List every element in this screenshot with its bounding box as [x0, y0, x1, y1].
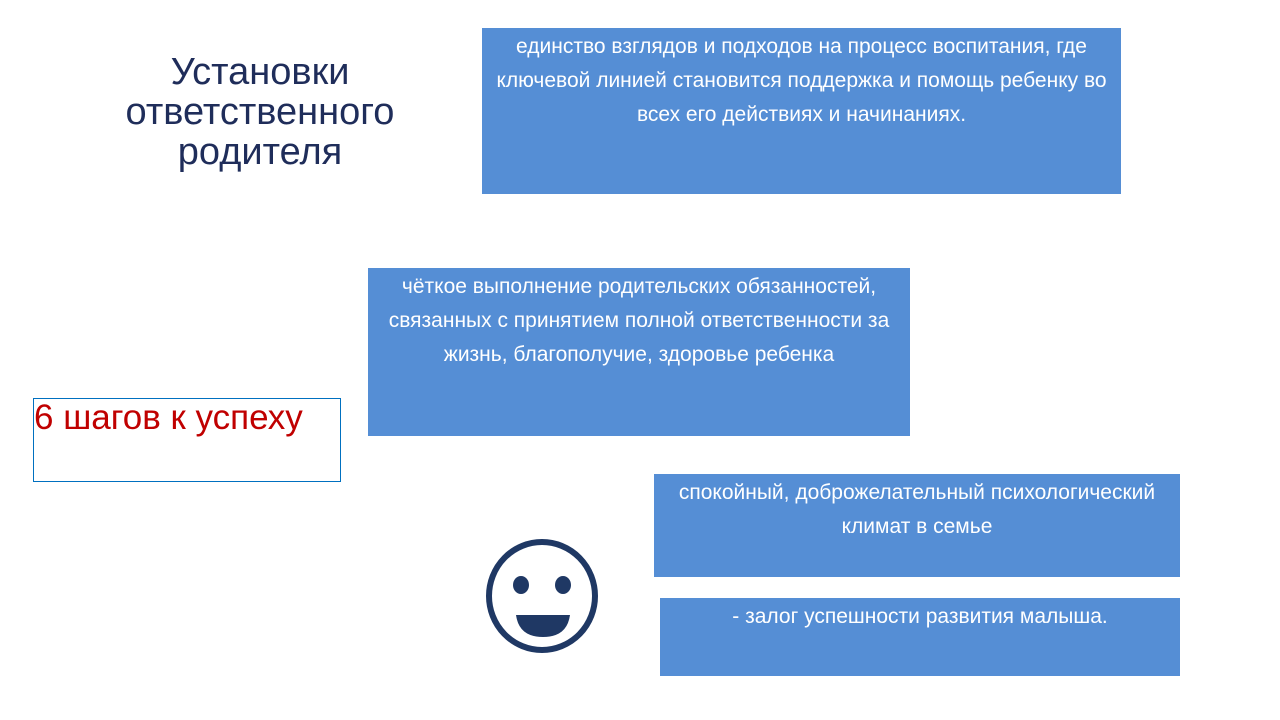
slide-title: Установки ответственного родителя [125, 51, 395, 173]
text-box-climate: спокойный, доброжелательный психологичес… [654, 474, 1180, 577]
text-box-unity: единство взглядов и подходов на процесс … [482, 28, 1121, 194]
text-box-success: - залог успешности развития малыша. [660, 598, 1180, 676]
steps-label-box: 6 шагов к успеху [33, 398, 341, 482]
text-box-duties: чёткое выполнение родительских обязаннос… [368, 268, 910, 436]
smiley-face-icon [486, 539, 598, 653]
